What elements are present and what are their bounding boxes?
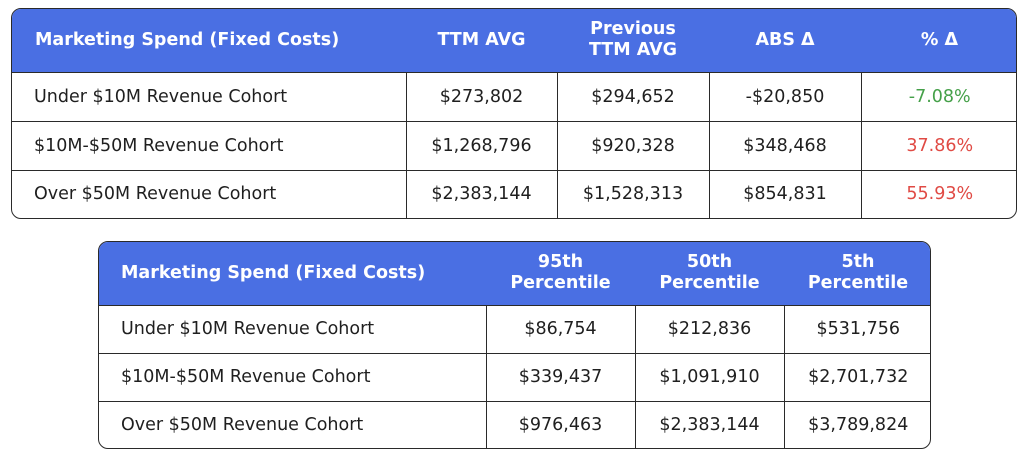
percentile-table: Marketing Spend (Fixed Costs) 95th Perce… <box>98 241 931 449</box>
row-label: Under $10M Revenue Cohort <box>99 304 486 354</box>
table-row: Under $10M Revenue Cohort $86,754 $212,8… <box>99 304 930 354</box>
previous-ttm-avg-cell: $1,528,313 <box>556 169 709 218</box>
row-label: Over $50M Revenue Cohort <box>99 400 486 448</box>
abs-delta-cell: $854,831 <box>708 169 861 218</box>
row-label: Under $10M Revenue Cohort <box>12 71 406 122</box>
p5-cell: $531,756 <box>783 304 930 354</box>
header-5th-percentile: 5th Percentile <box>784 242 930 305</box>
p50-cell: $2,383,144 <box>634 400 784 448</box>
p95-cell: $86,754 <box>485 304 635 354</box>
header-ttm-avg: TTM AVG <box>406 9 557 72</box>
header-50th-percentile: 50th Percentile <box>635 242 784 305</box>
p5-cell: $2,701,732 <box>783 352 930 402</box>
table-header-row: Marketing Spend (Fixed Costs) 95th Perce… <box>99 242 930 305</box>
previous-ttm-avg-cell: $920,328 <box>556 120 709 171</box>
ttm-comparison-table: Marketing Spend (Fixed Costs) TTM AVG Pr… <box>11 8 1017 219</box>
header-previous-ttm-avg: Previous TTM AVG <box>557 9 709 72</box>
pct-delta-cell: 55.93% <box>860 169 1016 218</box>
row-label: $10M-$50M Revenue Cohort <box>12 120 406 171</box>
table-header-row: Marketing Spend (Fixed Costs) TTM AVG Pr… <box>12 9 1016 72</box>
header-metric: Marketing Spend (Fixed Costs) <box>99 242 486 305</box>
table-row: $10M-$50M Revenue Cohort $1,268,796 $920… <box>12 120 1016 171</box>
header-pct-delta: % Δ <box>861 9 1016 72</box>
table-row: $10M-$50M Revenue Cohort $339,437 $1,091… <box>99 352 930 402</box>
header-abs-delta: ABS Δ <box>709 9 861 72</box>
p50-cell: $212,836 <box>634 304 784 354</box>
header-metric: Marketing Spend (Fixed Costs) <box>12 9 406 72</box>
p5-cell: $3,789,824 <box>783 400 930 448</box>
row-label: Over $50M Revenue Cohort <box>12 169 406 218</box>
p95-cell: $339,437 <box>485 352 635 402</box>
pct-delta-cell: -7.08% <box>860 71 1016 122</box>
row-label: $10M-$50M Revenue Cohort <box>99 352 486 402</box>
abs-delta-cell: -$20,850 <box>708 71 861 122</box>
pct-delta-cell: 37.86% <box>860 120 1016 171</box>
ttm-avg-cell: $2,383,144 <box>405 169 557 218</box>
table-row: Under $10M Revenue Cohort $273,802 $294,… <box>12 71 1016 122</box>
abs-delta-cell: $348,468 <box>708 120 861 171</box>
p95-cell: $976,463 <box>485 400 635 448</box>
table-row: Over $50M Revenue Cohort $2,383,144 $1,5… <box>12 169 1016 218</box>
previous-ttm-avg-cell: $294,652 <box>556 71 709 122</box>
p50-cell: $1,091,910 <box>634 352 784 402</box>
header-95th-percentile: 95th Percentile <box>486 242 635 305</box>
table-row: Over $50M Revenue Cohort $976,463 $2,383… <box>99 400 930 448</box>
ttm-avg-cell: $1,268,796 <box>405 120 557 171</box>
ttm-avg-cell: $273,802 <box>405 71 557 122</box>
